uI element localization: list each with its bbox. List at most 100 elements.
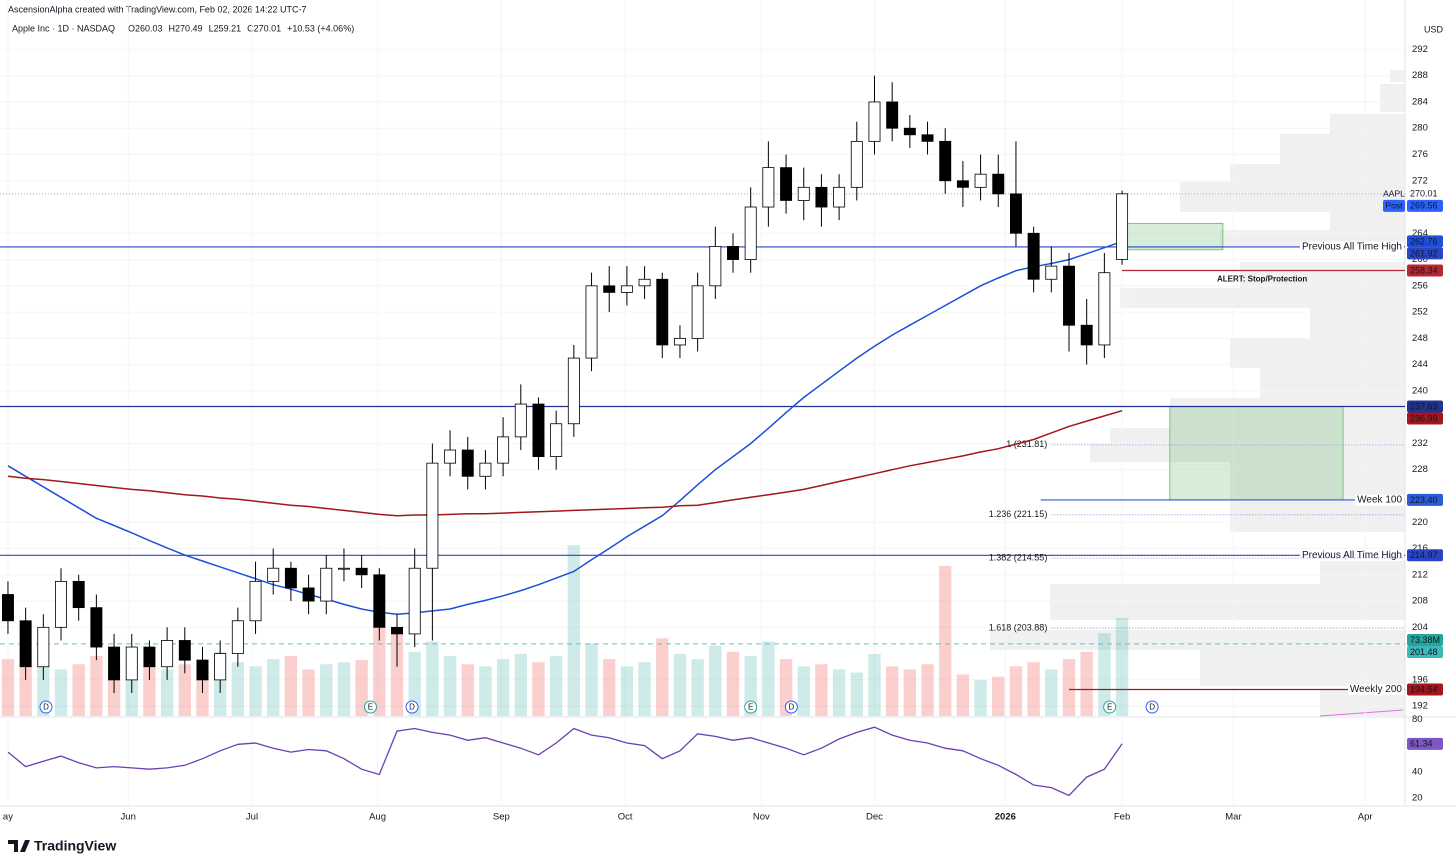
candle-body: [762, 167, 775, 208]
volume-bar: [603, 659, 616, 716]
candle-body: [673, 337, 686, 346]
fib-label: 1.236 (221.15): [989, 509, 1048, 519]
volume-bar: [638, 662, 651, 716]
y-tick-label: 284: [1412, 96, 1428, 107]
volume-bar: [426, 641, 439, 716]
moving-average: [7, 409, 1123, 517]
candle-body: [868, 101, 881, 142]
level-text: Previous All Time High: [1302, 242, 1402, 253]
candle-body: [408, 567, 421, 635]
candle-body: [1063, 265, 1075, 326]
price-badge-label: 201.48: [1410, 647, 1438, 657]
tag-bg: [1383, 199, 1405, 212]
candle-body: [302, 587, 315, 602]
volume-bar: [337, 662, 351, 716]
event-badge: [363, 700, 377, 714]
y-tick-label: 228: [1412, 464, 1428, 475]
event-label: D: [409, 703, 415, 712]
event-badge: [39, 700, 53, 714]
price-badge-label: 194.54: [1410, 684, 1438, 694]
candle-body: [19, 620, 32, 668]
x-tick-label: Jul: [246, 812, 258, 823]
volume-bar: [673, 653, 687, 716]
price-badge-label: 236.99: [1410, 413, 1438, 423]
volume-bar: [885, 666, 899, 716]
fib-label: 1.618 (203.88): [989, 623, 1048, 633]
fib-label: 1 (231.81): [1006, 439, 1047, 449]
candle-body: [585, 285, 598, 359]
candle-body: [833, 186, 846, 208]
price-badge: [1407, 235, 1443, 248]
candle-body: [90, 607, 103, 648]
y-tick-label: 248: [1412, 333, 1428, 344]
y-tick-label: 272: [1412, 175, 1428, 186]
level-text-bg: [1355, 494, 1405, 506]
candle-body: [461, 449, 474, 477]
candle-body: [850, 140, 863, 188]
level-text-bg: [1347, 684, 1405, 696]
candle-body: [921, 134, 934, 142]
y-tick-label: 256: [1412, 280, 1428, 291]
volume-profile: [990, 70, 1405, 716]
y-tick-label: 208: [1412, 596, 1428, 607]
candle-body: [603, 285, 616, 293]
volume-bar: [974, 679, 987, 716]
candle-body: [320, 567, 333, 602]
candle-body: [72, 580, 85, 609]
price-badge-label: 237.63: [1410, 401, 1438, 411]
y-tick-label: 220: [1412, 517, 1428, 528]
candle-body: [355, 567, 368, 576]
y-tick-label: 212: [1412, 569, 1428, 580]
price-badge-label: 258.34: [1410, 265, 1438, 275]
candle-body: [709, 246, 722, 287]
moving-average: [7, 240, 1123, 615]
price-badge: [1407, 199, 1443, 212]
price-badge-label: 262.76: [1410, 236, 1438, 246]
candle-body: [797, 186, 810, 201]
ohlc-value: O260.03: [128, 23, 163, 33]
candle-body: [514, 403, 527, 438]
candle-body: [249, 580, 262, 622]
candle-body: [620, 285, 633, 293]
rsi-tick-label: 40: [1412, 766, 1423, 777]
price-badge: [1407, 264, 1443, 277]
candle-body: [550, 423, 563, 457]
event-label: D: [1149, 703, 1155, 712]
x-tick-label: 2026: [995, 812, 1016, 823]
brand: TradingView: [34, 838, 116, 854]
level-text: Previous All Time High: [1302, 550, 1402, 561]
volume-bar: [1098, 633, 1111, 716]
ohlc-value: H270.49: [169, 23, 203, 33]
volume-bar: [532, 662, 545, 716]
event-badge: [1103, 700, 1117, 714]
tv-logo: TradingView: [8, 838, 116, 854]
price-badge: [1407, 247, 1443, 260]
y-tick-label: 280: [1412, 123, 1428, 134]
price-badge: [1407, 634, 1443, 647]
volume-bar: [178, 664, 191, 716]
candle-body: [780, 167, 793, 201]
volume-bar: [656, 638, 669, 716]
price-badge: [1407, 549, 1443, 562]
candle-body: [1116, 193, 1129, 260]
volume-bar: [408, 651, 421, 716]
volume-bar: [479, 666, 492, 716]
candle-body: [125, 646, 138, 681]
candle-body: [974, 173, 987, 188]
candle-body: [815, 186, 828, 208]
volume-bar: [691, 659, 704, 716]
candle-body: [638, 278, 651, 287]
x-tick-label: Oct: [618, 812, 633, 823]
volume-bar: [231, 662, 245, 716]
volume-bar: [1115, 617, 1129, 716]
volume-bar: [284, 655, 298, 716]
candle-body: [886, 101, 899, 129]
volume-bar: [744, 655, 757, 716]
volume-bar: [1062, 659, 1076, 716]
x-tick-label: Apr: [1358, 812, 1373, 823]
volume-bar: [1045, 669, 1058, 716]
volume-bar: [567, 545, 581, 716]
price-badge-label: 269.56: [1410, 201, 1438, 211]
event-badge: [784, 700, 798, 714]
